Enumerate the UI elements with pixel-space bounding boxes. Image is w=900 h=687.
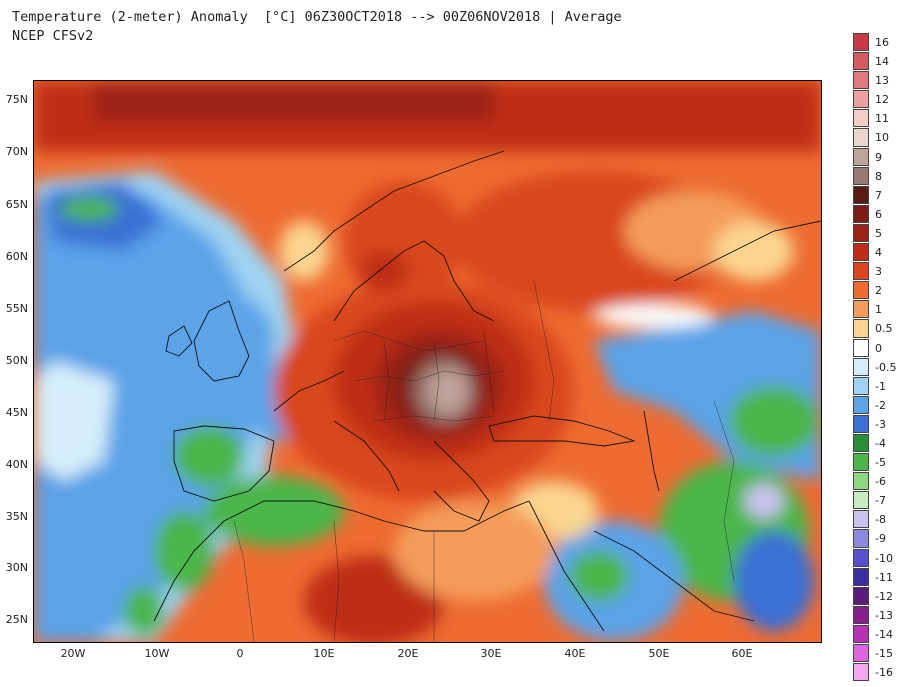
lon-label-0: 0 xyxy=(236,647,244,660)
colorbar-swatch: 13 xyxy=(853,71,889,90)
lat-label-55n: 55N xyxy=(5,302,28,315)
colorbar-swatch: 0 xyxy=(853,338,882,357)
colorbar-swatch: 2 xyxy=(853,281,882,300)
colorbar-label: -3 xyxy=(875,417,886,431)
colorbar-label: -13 xyxy=(875,608,893,622)
colorbar-swatch: 0.5 xyxy=(853,319,893,338)
colorbar-legend: 16 14 13 12 11 10 9 8 7 6 5 4 3 2 1 0.5 0 -0.5 -1 -2 -3 -4 -5 -… xyxy=(853,33,896,682)
title-line-1: Temperature (2-meter) Anomaly [°C] 06Z30… xyxy=(12,9,622,25)
title-line-2: NCEP CFSv2 xyxy=(12,28,94,44)
colorbar-swatch: 8 xyxy=(853,166,882,185)
colorbar-swatch: -9 xyxy=(853,529,886,548)
colorbar-swatch: -7 xyxy=(853,491,886,510)
lat-label-35n: 35N xyxy=(5,510,28,523)
colorbar-swatch: -11 xyxy=(853,567,893,586)
map-title: Temperature (2-meter) Anomaly [°C] 06Z30… xyxy=(12,8,622,46)
colorbar-label: 5 xyxy=(875,226,882,240)
lat-label-40n: 40N xyxy=(5,458,28,471)
colorbar-label: 8 xyxy=(875,169,882,183)
colorbar-label: 9 xyxy=(875,150,882,164)
colorbar-label: 0 xyxy=(875,341,882,355)
colorbar-swatch: 3 xyxy=(853,262,882,281)
colorbar-swatch: -15 xyxy=(853,644,893,663)
lat-label-45n: 45N xyxy=(5,406,28,419)
colorbar-label: 6 xyxy=(875,207,882,221)
colorbar-label: -10 xyxy=(875,551,893,565)
colorbar-swatch: -12 xyxy=(853,586,893,605)
colorbar-label: -6 xyxy=(875,475,886,489)
colorbar-label: -9 xyxy=(875,532,886,546)
lat-label-75n: 75N xyxy=(5,93,28,106)
colorbar-swatch: 10 xyxy=(853,128,889,147)
lon-label-40e: 40E xyxy=(564,647,586,660)
coastlines xyxy=(153,150,821,632)
lon-label-30e: 30E xyxy=(480,647,502,660)
colorbar-swatch: 12 xyxy=(853,90,889,109)
colorbar-swatch: 4 xyxy=(853,243,882,262)
colorbar-swatch: -16 xyxy=(853,663,893,682)
colorbar-label: -2 xyxy=(875,398,886,412)
colorbar-label: 13 xyxy=(875,74,889,88)
colorbar-label: -1 xyxy=(875,379,886,393)
colorbar-label: -7 xyxy=(875,494,886,508)
lat-label-50n: 50N xyxy=(5,354,28,367)
colorbar-label: -11 xyxy=(875,570,893,584)
lat-label-25n: 25N xyxy=(5,613,28,626)
colorbar-swatch: -0.5 xyxy=(853,357,896,376)
country-borders xyxy=(233,280,735,642)
colorbar-swatch: 14 xyxy=(853,52,889,71)
lon-label-60e: 60E xyxy=(731,647,753,660)
colorbar-swatch: 1 xyxy=(853,300,882,319)
lon-label-50e: 50E xyxy=(648,647,670,660)
colorbar-swatch: -8 xyxy=(853,510,886,529)
colorbar-label: -15 xyxy=(875,647,893,660)
colorbar-swatch: 5 xyxy=(853,223,882,243)
colorbar-label: -4 xyxy=(875,436,886,450)
anomaly-map-svg xyxy=(34,81,821,642)
colorbar-swatch: -6 xyxy=(853,472,886,491)
colorbar-label: 3 xyxy=(875,265,882,279)
colorbar-swatch: -4 xyxy=(853,433,886,453)
colorbar-swatch: -13 xyxy=(853,605,893,624)
lon-label-10e: 10E xyxy=(313,647,335,660)
lat-label-65n: 65N xyxy=(5,198,28,211)
lat-label-70n: 70N xyxy=(5,145,28,158)
colorbar-label: 1 xyxy=(875,303,882,317)
colorbar-swatch: -5 xyxy=(853,453,886,472)
colorbar-label: 7 xyxy=(875,188,882,202)
colorbar-label: 2 xyxy=(875,284,882,298)
anomaly-map xyxy=(33,80,822,643)
colorbar-label: -8 xyxy=(875,513,886,527)
colorbar-label: 16 xyxy=(875,36,889,49)
colorbar-swatch: -10 xyxy=(853,548,893,567)
colorbar-swatch: 11 xyxy=(853,109,889,128)
colorbar-label: -5 xyxy=(875,456,886,470)
colorbar-swatch: -1 xyxy=(853,376,886,395)
colorbar-swatch: 6 xyxy=(853,204,882,223)
colorbar-label: 10 xyxy=(875,131,889,145)
colorbar-swatch: 7 xyxy=(853,185,882,204)
colorbar-swatch: -2 xyxy=(853,395,886,414)
lon-label-10w: 10W xyxy=(144,647,170,660)
colorbar-label: 0.5 xyxy=(875,322,893,336)
colorbar-swatch: 9 xyxy=(853,147,882,166)
colorbar-swatch: -14 xyxy=(853,624,893,643)
colorbar-swatch: -3 xyxy=(853,414,886,433)
colorbar-label: 4 xyxy=(875,246,882,260)
colorbar-label: 14 xyxy=(875,55,889,69)
lat-label-30n: 30N xyxy=(5,561,28,574)
colorbar-label: -12 xyxy=(875,589,893,603)
colorbar-label: 11 xyxy=(875,112,889,126)
colorbar-label: -0.5 xyxy=(875,360,897,374)
lat-label-60n: 60N xyxy=(5,250,28,263)
colorbar-label: -16 xyxy=(875,666,893,680)
lon-label-20e: 20E xyxy=(397,647,419,660)
colorbar-swatch: 16 xyxy=(853,33,889,52)
colorbar-label: 12 xyxy=(875,93,889,107)
lon-label-20w: 20W xyxy=(60,647,86,660)
colorbar-label: -14 xyxy=(875,627,893,641)
